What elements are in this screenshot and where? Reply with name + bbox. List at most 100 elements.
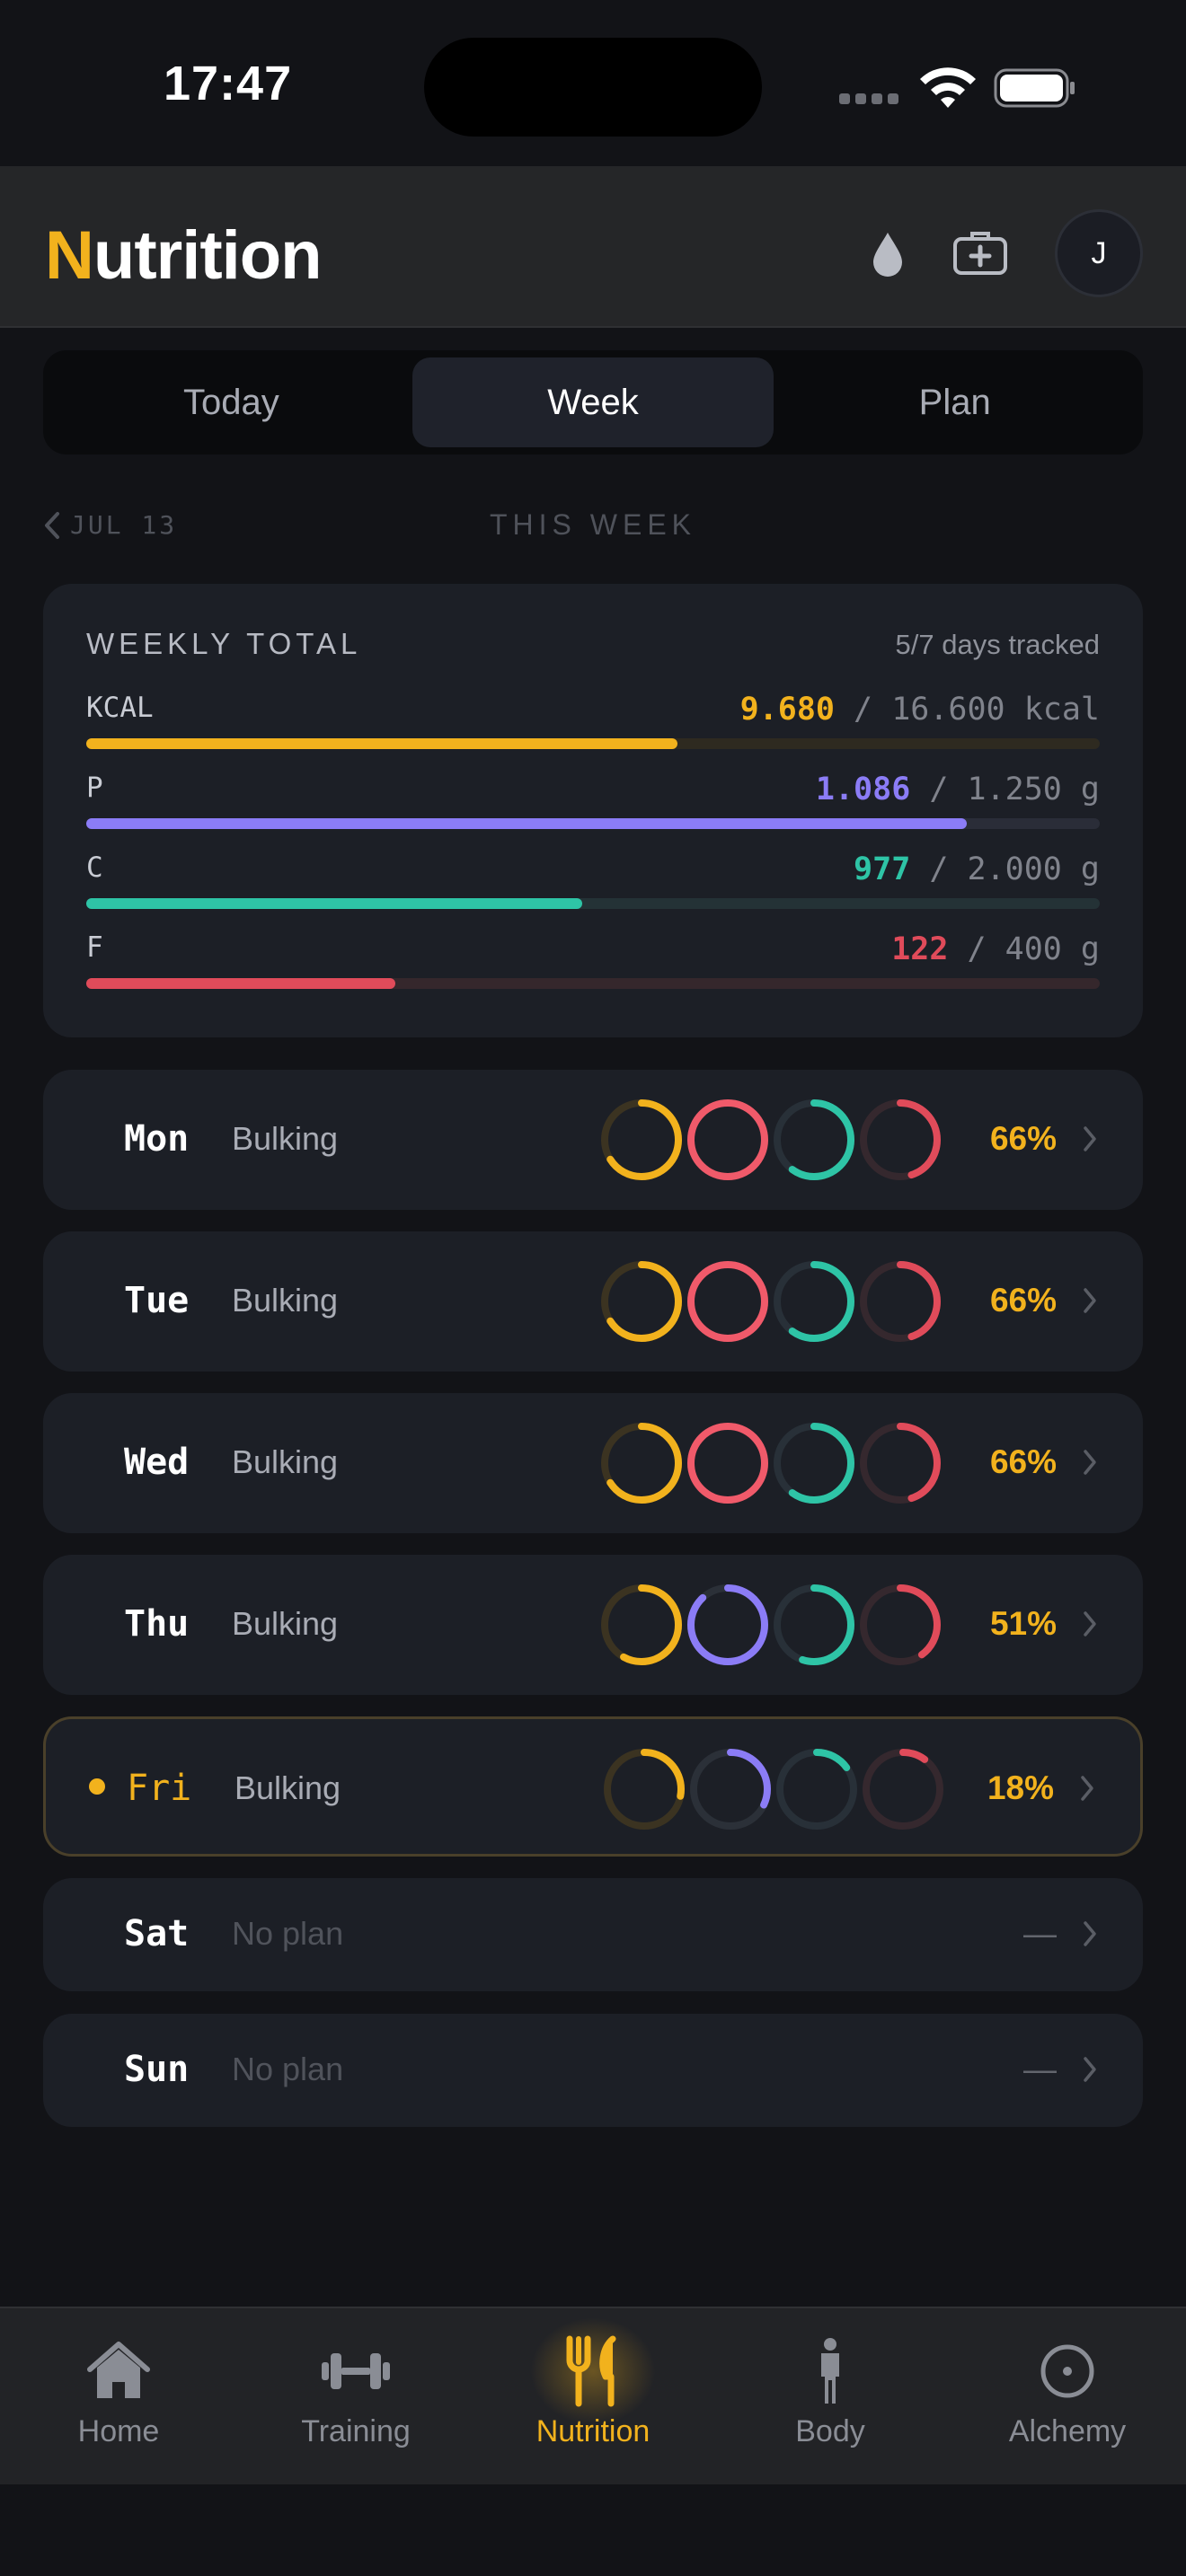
active-glow <box>530 2317 656 2425</box>
macro-row-c: C 977 / 2.000 g <box>86 851 1100 914</box>
day-row-sun[interactable]: Sun No plan — <box>43 2014 1143 2127</box>
today-indicator <box>89 1778 105 1795</box>
day-plan: Bulking <box>232 1443 339 1480</box>
fork-knife-icon <box>566 2335 616 2407</box>
day-percent: 66% <box>989 1120 1057 1157</box>
chevron-right-icon <box>1084 1288 1096 1313</box>
nav-body-label: Body <box>795 2414 865 2448</box>
tab-week[interactable]: Week <box>412 357 774 447</box>
status-bar: 17:47 <box>0 0 1186 166</box>
day-plan: Bulking <box>232 1282 339 1319</box>
macro-progress-track <box>86 738 1100 749</box>
status-time: 17:47 <box>164 57 293 110</box>
nav-alchemy[interactable]: Alchemy <box>949 2308 1186 2486</box>
macro-row-f: F 122 / 400 g <box>86 931 1100 994</box>
previous-week-button[interactable]: JUL 13 <box>43 510 177 540</box>
weekly-total-title: WEEKLY TOTAL <box>86 627 362 660</box>
view-tabs: Today Week Plan <box>43 350 1143 454</box>
day-name: Sat <box>124 1913 190 1954</box>
weekly-total-card: WEEKLY TOTAL 5/7 days tracked KCAL 9.680 … <box>43 584 1143 1037</box>
macro-row-kcal: KCAL 9.680 / 16.600 kcal <box>86 692 1100 754</box>
chevron-right-icon <box>1084 1450 1096 1475</box>
app-header: Nutrition J <box>0 166 1186 328</box>
first-aid-kit-icon[interactable] <box>952 229 1008 276</box>
macro-label: C <box>86 851 103 884</box>
ring-progress <box>776 1749 857 1830</box>
water-drop-icon[interactable] <box>868 229 907 279</box>
ring-progress <box>774 1584 854 1665</box>
current-week-label: THIS WEEK <box>489 508 696 541</box>
macro-current: 9.680 <box>739 692 835 728</box>
ring-progress <box>774 1261 854 1342</box>
nav-nutrition-label: Nutrition <box>535 2414 651 2448</box>
macro-progress-fill <box>86 978 396 989</box>
macro-current: 977 <box>854 851 911 887</box>
day-plan: Bulking <box>232 1120 339 1157</box>
day-plan: Bulking <box>235 1769 341 1806</box>
avatar[interactable]: J <box>1055 209 1143 297</box>
ring-progress <box>601 1099 682 1180</box>
macro-progress-fill <box>86 738 677 749</box>
macro-value: 122 / 400 g <box>891 931 1100 967</box>
ring-progress <box>601 1584 682 1665</box>
day-percent: 18% <box>987 1769 1054 1806</box>
macro-unit: g <box>1080 772 1100 807</box>
day-row-fri[interactable]: Fri Bulking 18% <box>43 1716 1143 1857</box>
tab-plan[interactable]: Plan <box>918 382 991 422</box>
week-navigation: JUL 13 THIS WEEK <box>43 503 1143 548</box>
macro-unit: g <box>1080 851 1100 887</box>
macro-current: 1.086 <box>815 772 911 807</box>
avatar-initial: J <box>1091 235 1107 270</box>
macro-rings <box>601 1261 941 1342</box>
macro-target: 16.600 <box>891 692 1005 728</box>
day-plan: No plan <box>232 1915 344 1952</box>
person-icon <box>821 2338 839 2404</box>
macro-value: 1.086 / 1.250 g <box>815 772 1100 807</box>
macro-value: 9.680 / 16.600 kcal <box>739 692 1100 728</box>
day-row-thu[interactable]: Thu Bulking 51% <box>43 1555 1143 1695</box>
ring-progress <box>687 1423 768 1504</box>
ring-progress <box>774 1423 854 1504</box>
day-row-sat[interactable]: Sat No plan — <box>43 1878 1143 1991</box>
macro-progress-fill <box>86 818 968 829</box>
macro-rings <box>604 1749 943 1830</box>
nav-training-label: Training <box>301 2414 411 2448</box>
dumbbell-icon <box>322 2353 390 2389</box>
ring-track <box>863 1749 943 1830</box>
macro-target: 2.000 <box>967 851 1062 887</box>
nav-nutrition[interactable]: Nutrition <box>474 2308 712 2486</box>
day-name: Fri <box>127 1768 192 1809</box>
ring-progress <box>604 1749 685 1830</box>
nav-body[interactable]: Body <box>712 2308 949 2486</box>
macro-label: P <box>86 772 103 804</box>
dynamic-island <box>424 38 762 137</box>
ring-progress <box>601 1423 682 1504</box>
chevron-right-icon <box>1084 1611 1096 1636</box>
nav-home[interactable]: Home <box>0 2308 237 2486</box>
day-percent: 51% <box>989 1605 1057 1642</box>
macro-progress-track <box>86 898 1100 909</box>
macro-label: F <box>86 931 103 964</box>
day-name: Wed <box>124 1442 190 1483</box>
day-percent: — <box>1023 1915 1057 1952</box>
ring-progress <box>774 1099 854 1180</box>
day-row-mon[interactable]: Mon Bulking 66% <box>43 1070 1143 1210</box>
day-percent: — <box>1023 2051 1057 2087</box>
macro-label: KCAL <box>86 692 154 724</box>
day-row-tue[interactable]: Tue Bulking 66% <box>43 1231 1143 1372</box>
bottom-navigation: Home Training Nutrition Body <box>0 2307 1186 2484</box>
tab-today[interactable]: Today <box>182 382 279 422</box>
macro-progress-track <box>86 978 1100 989</box>
chevron-left-icon <box>45 511 59 539</box>
day-row-wed[interactable]: Wed Bulking 66% <box>43 1393 1143 1533</box>
nav-training[interactable]: Training <box>237 2308 474 2486</box>
macro-rings <box>601 1099 941 1180</box>
battery-icon <box>994 68 1075 108</box>
ring-progress <box>687 1099 768 1180</box>
ring-progress <box>687 1261 768 1342</box>
day-plan: No plan <box>232 2051 344 2087</box>
chevron-right-icon <box>1084 1921 1096 1946</box>
chevron-right-icon <box>1084 1126 1096 1151</box>
ring-progress <box>863 1749 943 1830</box>
macro-progress-track <box>86 818 1100 829</box>
